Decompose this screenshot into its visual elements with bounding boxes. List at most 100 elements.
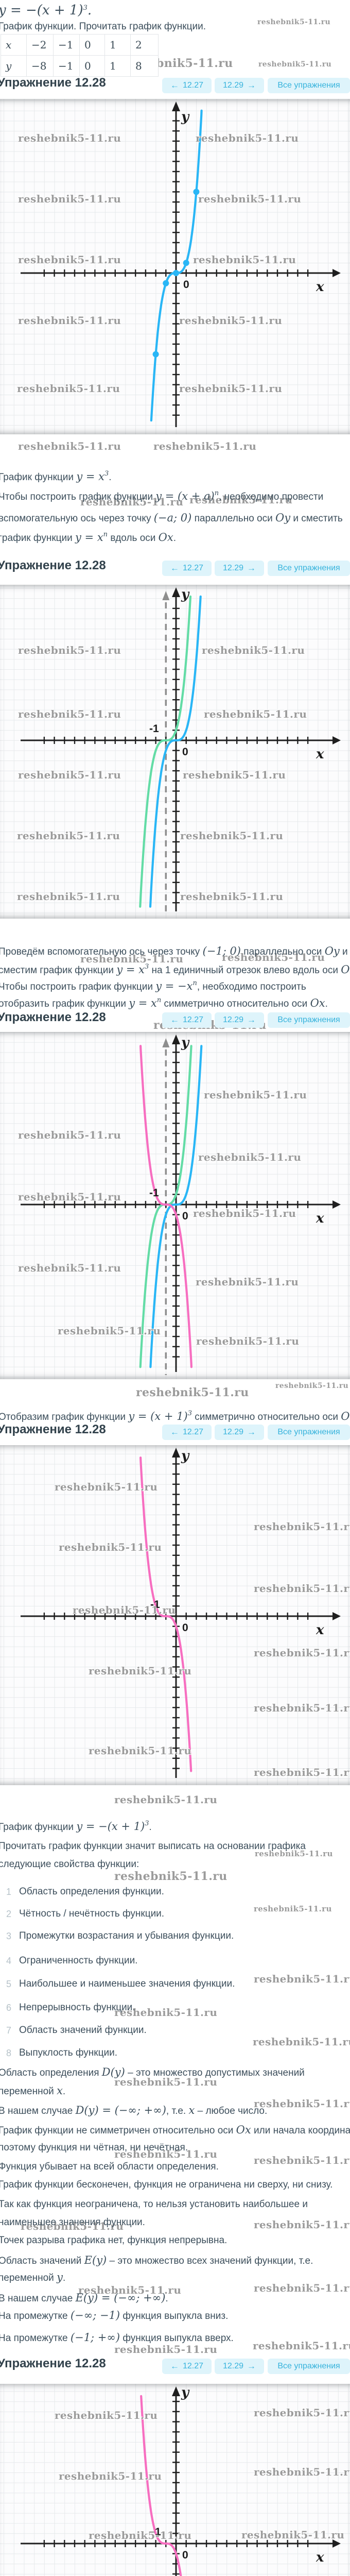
text-line: Точек разрыва графика нет, функция непре… (0, 2234, 350, 2247)
text-fragment: симметрично относительно оси (191, 1412, 341, 1422)
text-fragment: переменной (0, 2273, 57, 2283)
arrow-right-icon: → (247, 563, 256, 573)
curve-point (183, 260, 189, 266)
text-line: График функции. Прочитать график функции… (0, 21, 350, 33)
text-line: вспомогательную ось через точку (−a; 0) … (0, 511, 350, 525)
text-fragment: , необходимо построить (197, 981, 306, 992)
text-fragment: . (173, 533, 177, 544)
text-fragment: График функции. Прочитать график функции… (0, 21, 206, 32)
next-exercise-button[interactable]: 12.29 → (215, 2359, 264, 2374)
x-axis-arrow (332, 1612, 341, 1620)
text-line: график функции y = xn вдоль оси Ox. (0, 531, 350, 545)
prev-exercise-button[interactable]: ← 12.27 (162, 78, 212, 93)
auxiliary-axis-arrow (162, 1038, 170, 1047)
formula-fragment: y = x (75, 531, 103, 544)
prev-exercise-button[interactable]: ← 12.27 (162, 1425, 212, 1440)
text-fragment: переменной (0, 2086, 57, 2097)
nav-button-label: 12.29 (222, 81, 244, 90)
site-watermark: reshebnik5-11.ru (275, 1382, 349, 1390)
text-line: В нашем случае D(y) = (−∞; +∞), т.е. x –… (0, 2104, 350, 2117)
text-fragment: График функции (0, 472, 77, 483)
graph-cubic-shifted-svg (21, 587, 341, 914)
text-fragment: Чётность / нечётность функции. (19, 1908, 165, 1919)
y-axis-label: y (181, 1448, 189, 1464)
next-exercise-button[interactable]: 12.29 → (215, 1012, 264, 1028)
text-line: График функции бесконечен, функция не ог… (0, 2179, 350, 2191)
exercise-title: Упражнение 12.28 (0, 558, 106, 572)
text-line: y = −(x + 1)3. (0, 2, 350, 19)
all-exercises-button[interactable]: Все упражнения (268, 1012, 350, 1028)
nav-button-label: 12.27 (182, 81, 204, 90)
text-fragment: Прочитать график функции значит выписать… (0, 1841, 306, 1852)
text-line: 7 Область значений функции. (0, 2024, 350, 2037)
arrow-left-icon: ← (170, 563, 179, 573)
formula-fragment: y = (x + a) (155, 490, 215, 502)
next-exercise-button[interactable]: 12.29 → (215, 78, 264, 93)
nav-button-label: 12.29 (222, 2362, 244, 2370)
site-watermark: reshebnik5-11.ru (253, 2036, 350, 2048)
list-number: 4 (6, 1956, 12, 1966)
text-fragment: – это множество всех значений функции, т… (107, 2256, 313, 2266)
formula-fragment: x (57, 2084, 63, 2097)
text-fragment: следующие свойства функции: (0, 1859, 139, 1870)
origin-label: 0 (182, 1622, 188, 1634)
text-line: 2 Чётность / нечётность функции. (0, 1908, 350, 1920)
formula-fragment: (−1; 0) (202, 945, 241, 957)
exercise-title: Упражнение 12.28 (0, 1422, 106, 1436)
formula-fragment: y (57, 2271, 63, 2283)
text-fragment: График функции бесконечен, функция не ог… (0, 2179, 333, 2190)
all-exercises-button[interactable]: Все упражнения (268, 1425, 350, 1440)
y-axis-arrow (172, 101, 180, 111)
list-number: 8 (6, 2048, 12, 2058)
y-axis-arrow (172, 587, 180, 597)
formula-fragment: n (192, 979, 197, 987)
text-fragment: Промежутки возрастания и убывания функци… (19, 1930, 234, 1941)
formula-fragment: n (214, 489, 219, 497)
text-line: На промежутке (−1; +∞) функция выпукла в… (0, 2331, 350, 2345)
formula-fragment: 3 (187, 1410, 192, 1417)
formula-fragment: 3 (144, 963, 149, 971)
exercise-title: Упражнение 12.28 (0, 1010, 106, 1024)
text-line: 4 Ограниченность функции. (0, 1955, 350, 1967)
formula-fragment: 3 (145, 1820, 149, 1827)
y-axis-arrow (172, 1448, 180, 1458)
next-exercise-button[interactable]: 12.29 → (215, 561, 264, 576)
all-exercises-button[interactable]: Все упражнения (268, 2359, 350, 2374)
text-fragment: , т.е. (166, 2106, 189, 2116)
prev-exercise-button[interactable]: ← 12.27 (162, 1012, 212, 1028)
text-fragment: симметрично относительно оси (161, 998, 310, 1009)
text-fragment: Так как функция неограничена, то нельзя … (0, 2199, 308, 2210)
text-line: Отобразим график функции y = (x + 1)3 си… (0, 1410, 350, 1423)
formula-fragment: Ox (341, 963, 350, 976)
prev-exercise-button[interactable]: ← 12.27 (162, 561, 212, 576)
table-value-cell: 0 (79, 34, 105, 56)
table-row: y −8 −1 0 1 8 (1, 55, 159, 77)
text-fragment: График функции (0, 1822, 77, 1833)
next-exercise-button[interactable]: 12.29 → (215, 1425, 264, 1440)
arrow-right-icon: → (247, 1427, 256, 1437)
formula-fragment: Oy (275, 512, 291, 524)
all-exercises-button[interactable]: Все упражнения (268, 561, 350, 576)
graph-cubic-svg (21, 101, 341, 427)
text-line: График функции y = −(x + 1)3. (0, 1820, 350, 1834)
table-variable-cell: x (1, 34, 27, 56)
formula-fragment: Ox (310, 997, 325, 1009)
x-axis-label: x (316, 1622, 324, 1638)
text-fragment: Чтобы построить график функции (0, 492, 156, 502)
graph-cubic-reflected: y x 0 -1 (0, 1445, 350, 1785)
formula-fragment: y = x (129, 997, 157, 1009)
table-value-cell: −1 (53, 55, 80, 77)
text-fragment: Ограниченность функции. (19, 1955, 138, 1966)
origin-label: 0 (182, 746, 188, 758)
formula-fragment: y = −x (155, 980, 193, 992)
arrow-right-icon: → (247, 1015, 256, 1025)
text-line: Чтобы построить график функции y = −xn, … (0, 979, 350, 993)
text-fragment: Область значений (0, 2256, 84, 2266)
formula-fragment: (−∞; −1) (70, 2309, 120, 2321)
site-watermark: reshebnik5-11.ru (258, 60, 332, 69)
table-variable-cell: y (1, 55, 27, 77)
prev-exercise-button[interactable]: ← 12.27 (162, 2359, 212, 2374)
all-exercises-button[interactable]: Все упражнения (268, 78, 350, 93)
curve-point (152, 351, 159, 358)
